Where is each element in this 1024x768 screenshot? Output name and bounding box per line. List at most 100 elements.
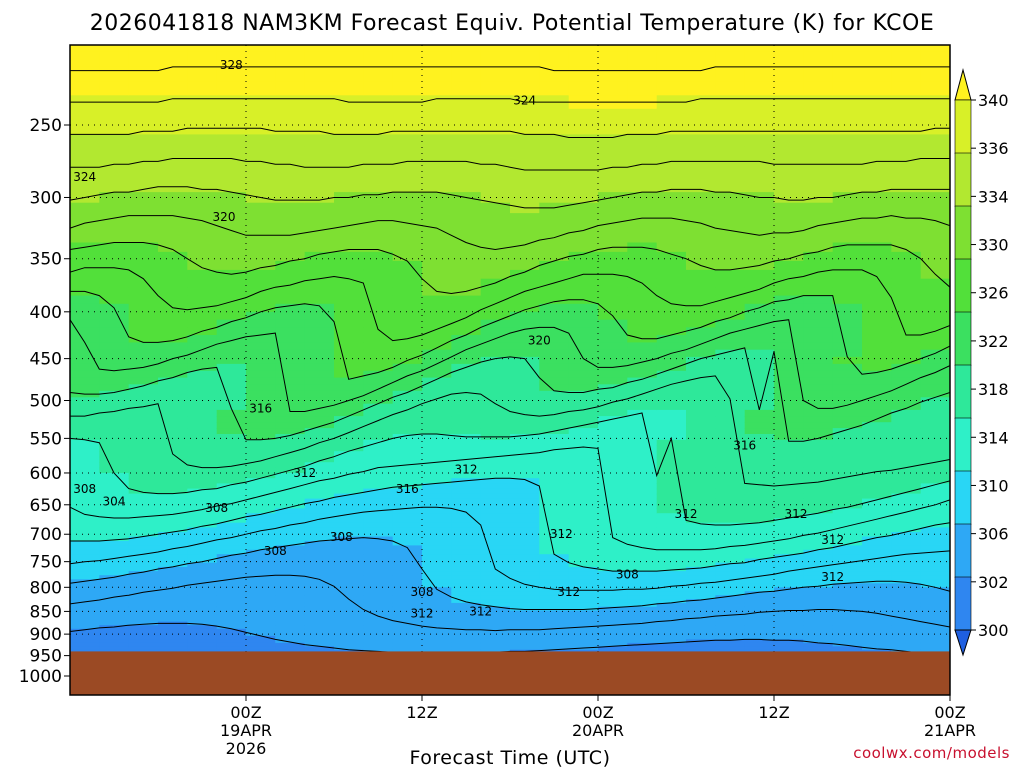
- field-cell: [422, 566, 452, 572]
- field-cell: [128, 416, 159, 423]
- field-cell: [246, 311, 276, 321]
- field-cell: [715, 467, 746, 474]
- field-cell: [392, 478, 423, 484]
- field-cell: [862, 610, 892, 615]
- field-cell: [891, 456, 922, 463]
- field-cell: [510, 610, 540, 615]
- field-cell: [363, 181, 394, 193]
- field-cell: [920, 503, 950, 510]
- field-cell: [862, 639, 892, 644]
- field-cell: [99, 571, 130, 576]
- field-cell: [627, 45, 658, 53]
- field-cell: [392, 261, 423, 271]
- field-cell: [598, 370, 628, 379]
- field-cell: [246, 488, 276, 495]
- field-cell: [891, 642, 922, 647]
- field-cell: [803, 335, 834, 343]
- field-cell: [216, 508, 247, 514]
- field-cell: [920, 192, 950, 204]
- field-cell: [99, 617, 130, 623]
- field-cell: [627, 508, 658, 514]
- field-cell: [128, 303, 159, 313]
- field-cell: [304, 295, 335, 305]
- field-cell: [246, 397, 276, 405]
- field-cell: [862, 503, 892, 510]
- field-cell: [216, 439, 247, 447]
- field-cell: [656, 483, 687, 490]
- field-cell: [539, 635, 570, 640]
- field-cell: [656, 146, 687, 160]
- field-cell: [627, 488, 658, 495]
- field-cell: [832, 493, 863, 500]
- field-cell: [686, 527, 716, 533]
- field-cell: [920, 571, 950, 576]
- field-cell: [568, 223, 599, 234]
- field-cell: [158, 625, 188, 630]
- field-cell: [246, 532, 276, 538]
- field-cell: [334, 575, 364, 580]
- field-cell: [128, 606, 159, 612]
- field-cell: [99, 384, 130, 392]
- colorbar-box: [954, 99, 972, 154]
- field-cell: [128, 562, 159, 568]
- field-cell: [334, 518, 364, 524]
- field-cell: [451, 370, 482, 379]
- field-cell: [187, 522, 218, 528]
- field-cell: [480, 45, 511, 53]
- field-cell: [656, 278, 687, 288]
- field-cell: [510, 587, 540, 592]
- field-cell: [774, 483, 804, 490]
- field-cell: [744, 45, 775, 53]
- field-cell: [715, 602, 746, 608]
- field-cell: [480, 522, 511, 528]
- field-cell: [686, 628, 716, 633]
- field-cell: [275, 635, 306, 640]
- field-cell: [422, 121, 452, 135]
- field-cell: [392, 363, 423, 372]
- field-cell: [656, 488, 687, 495]
- contour-line: [70, 574, 950, 632]
- field-cell: [392, 566, 423, 572]
- field-cell: [744, 269, 775, 280]
- field-cell: [803, 327, 834, 336]
- field-cell: [862, 181, 892, 193]
- field-cell: [774, 518, 804, 524]
- field-cell: [627, 170, 658, 182]
- field-cell: [304, 95, 335, 110]
- field-cell: [187, 571, 218, 576]
- field-cell: [715, 478, 746, 484]
- field-cell: [539, 617, 570, 623]
- field-cell: [392, 562, 423, 568]
- field-cell: [774, 251, 804, 262]
- field-cell: [568, 541, 599, 546]
- field-cell: [539, 303, 570, 313]
- field-cell: [891, 251, 922, 262]
- field-cell: [832, 261, 863, 271]
- field-cell: [246, 146, 276, 160]
- field-cell: [128, 278, 159, 288]
- field-cell: [392, 508, 423, 514]
- field-cell: [832, 518, 863, 524]
- field-cell: [598, 66, 628, 82]
- field-cell: [187, 562, 218, 568]
- field-cell: [99, 451, 130, 458]
- field-cell: [187, 493, 218, 500]
- field-cell: [99, 311, 130, 321]
- field-cell: [99, 632, 130, 637]
- field-cell: [275, 617, 306, 623]
- field-cell: [128, 370, 159, 379]
- contour-label: 308: [330, 530, 353, 544]
- field-cell: [99, 610, 130, 615]
- field-cell: [128, 621, 159, 626]
- field-cell: [392, 269, 423, 280]
- field-cell: [744, 422, 775, 429]
- field-cell: [832, 462, 863, 469]
- field-cell: [686, 536, 716, 542]
- field-cell: [862, 632, 892, 637]
- field-cell: [686, 342, 716, 351]
- field-cell: [275, 493, 306, 500]
- field-cell: [510, 403, 540, 411]
- field-cell: [920, 202, 950, 214]
- field-cell: [128, 287, 159, 297]
- field-cell: [187, 95, 218, 110]
